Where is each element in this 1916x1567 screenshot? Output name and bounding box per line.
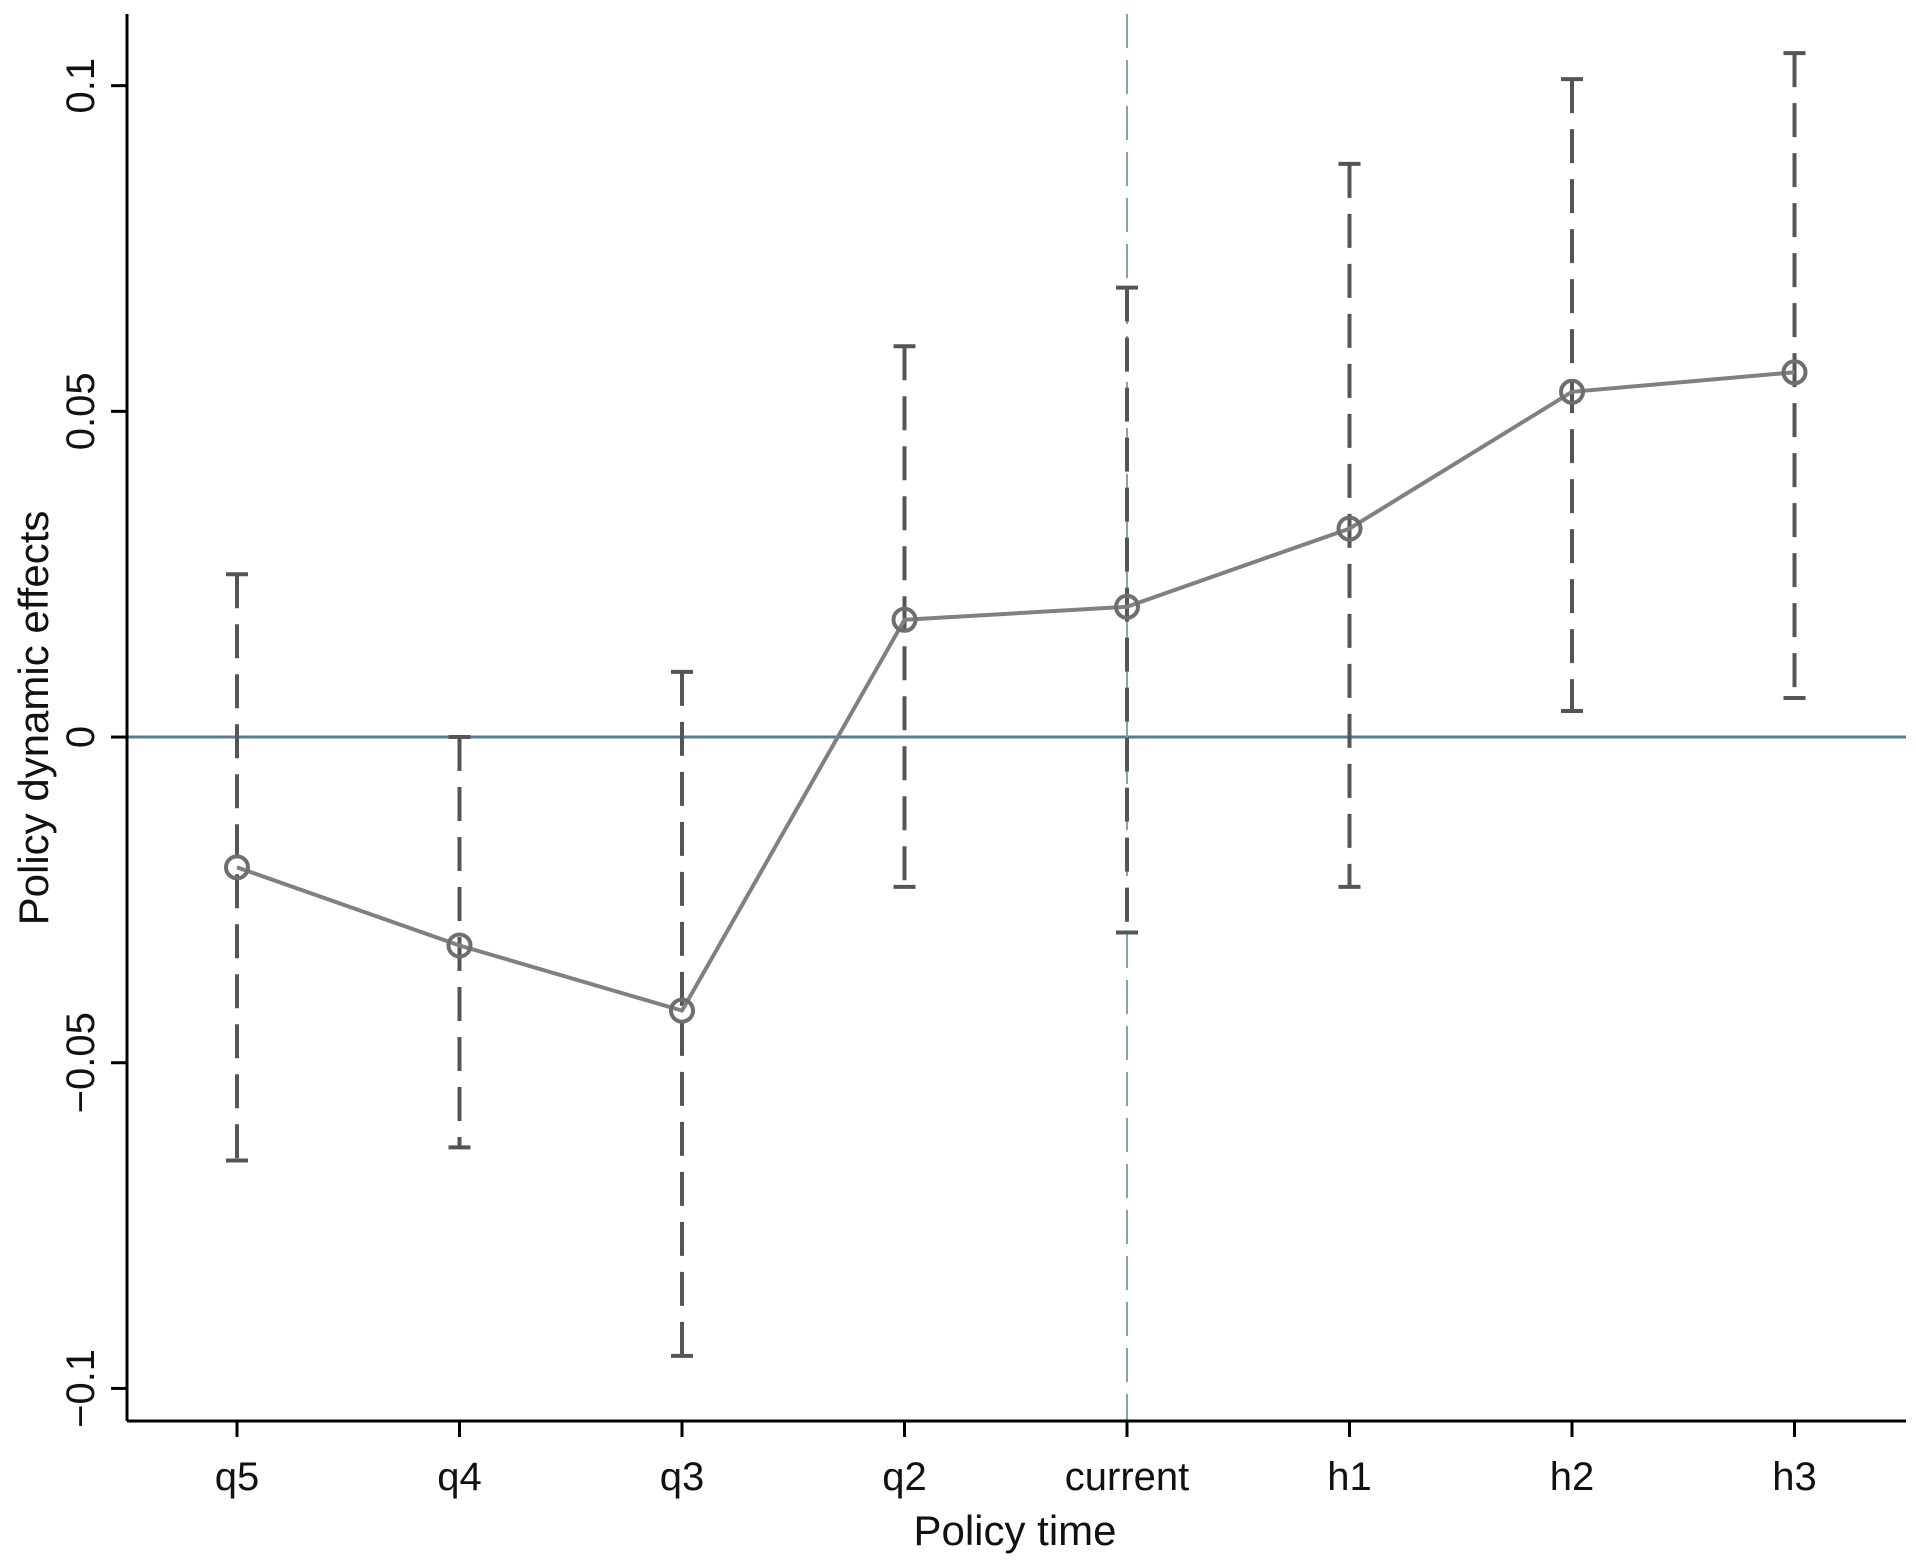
error-bar-h3 [1783, 51, 1806, 700]
y-axis-title: Policy dynamic effects [10, 511, 57, 926]
y-axis-ticks: −0.1 −0.05 0 0.05 0.1 [59, 58, 127, 1428]
data-point-h2 [1559, 378, 1585, 405]
x-tick-label-q4: q4 [437, 1455, 482, 1499]
x-tick-label-h1: h1 [1327, 1455, 1372, 1499]
x-tick-label-q2: q2 [882, 1455, 927, 1499]
y-tick-label: 0.05 [59, 372, 103, 450]
series-line [236, 370, 1795, 1013]
series-line-group [236, 370, 1795, 1013]
error-bar-q5 [226, 572, 248, 1163]
data-point-q4 [446, 932, 473, 959]
error-bar-current [1116, 285, 1138, 935]
x-tick-label-q3: q3 [660, 1455, 705, 1499]
data-point-h1 [1336, 515, 1363, 542]
data-point-current [1114, 593, 1140, 620]
error-bar-h1 [1338, 161, 1361, 889]
error-bars [226, 51, 1806, 1358]
x-axis-ticks: q5 q4 q3 q2 current h1 h2 h3 [215, 1421, 1817, 1499]
data-point-q5 [224, 854, 250, 881]
x-tick-label-h3: h3 [1772, 1455, 1817, 1499]
data-markers [224, 359, 1808, 1024]
data-point-q2 [891, 606, 918, 633]
y-tick-label: −0.1 [59, 1349, 103, 1428]
y-tick-label: 0 [59, 726, 103, 748]
data-point-h3 [1781, 359, 1808, 386]
error-bar-q2 [893, 344, 916, 889]
axes [125, 14, 1906, 1423]
error-bar-q4 [448, 735, 471, 1150]
reference-lines [127, 14, 1906, 1421]
x-tick-label-current: current [1065, 1455, 1190, 1499]
x-tick-label-q5: q5 [215, 1455, 260, 1499]
x-axis-title: Policy time [913, 1507, 1116, 1554]
error-bar-q3 [671, 669, 693, 1358]
y-tick-label: 0.1 [59, 58, 103, 114]
y-tick-label: −0.05 [59, 1012, 103, 1113]
data-point-q3 [669, 997, 695, 1024]
x-tick-label-h2: h2 [1550, 1455, 1595, 1499]
error-bar-h2 [1561, 77, 1583, 713]
